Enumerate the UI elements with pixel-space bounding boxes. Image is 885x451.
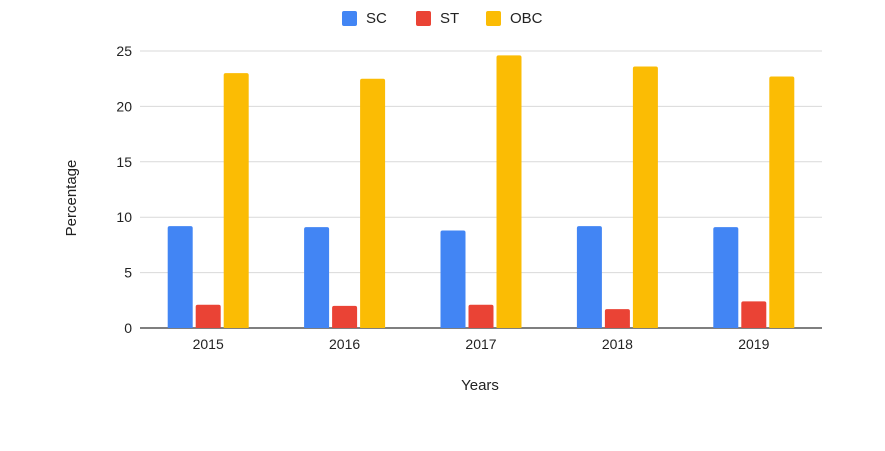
y-tick-label: 10 (116, 209, 132, 225)
legend-swatch (416, 11, 431, 26)
bar-obc-2017 (496, 55, 522, 328)
bar-sc-2015 (167, 226, 193, 328)
bar-obc-2016 (360, 78, 386, 328)
gridlines (140, 50, 822, 329)
y-tick-label: 0 (124, 320, 132, 336)
x-axis-ticks: 2015 2016 2017 2018 2019 (193, 336, 770, 352)
legend-swatch (342, 11, 357, 26)
x-tick-label: 2018 (602, 336, 633, 352)
legend-swatch (486, 11, 501, 26)
bars (167, 55, 795, 329)
x-axis-title: Years (461, 377, 499, 394)
bar-st-2018 (604, 309, 630, 328)
y-axis-ticks: 0 5 10 15 20 25 (116, 43, 132, 336)
bar-sc-2017 (440, 230, 466, 328)
y-tick-label: 5 (124, 265, 132, 281)
bar-obc-2018 (632, 66, 658, 329)
legend-label: SC (366, 10, 387, 27)
bar-st-2016 (332, 305, 358, 328)
bar-sc-2019 (713, 227, 739, 328)
legend-item-st: ST (416, 10, 459, 27)
y-tick-label: 15 (116, 154, 132, 170)
bar-st-2015 (195, 304, 221, 328)
bar-sc-2018 (576, 226, 602, 328)
x-tick-label: 2015 (193, 336, 224, 352)
bar-obc-2019 (769, 76, 795, 328)
y-tick-label: 20 (116, 98, 132, 114)
legend: SC ST OBC (342, 10, 543, 27)
y-axis-title: Percentage (63, 160, 80, 237)
bar-st-2019 (741, 301, 767, 328)
legend-label: OBC (510, 10, 543, 27)
bar-sc-2016 (304, 227, 330, 328)
legend-label: ST (440, 10, 459, 27)
legend-item-obc: OBC (486, 10, 543, 27)
bar-st-2017 (468, 304, 494, 328)
x-tick-label: 2016 (329, 336, 360, 352)
y-tick-label: 25 (116, 43, 132, 59)
x-tick-label: 2019 (738, 336, 769, 352)
x-tick-label: 2017 (465, 336, 496, 352)
legend-item-sc: SC (342, 10, 387, 27)
bar-obc-2015 (223, 73, 249, 328)
